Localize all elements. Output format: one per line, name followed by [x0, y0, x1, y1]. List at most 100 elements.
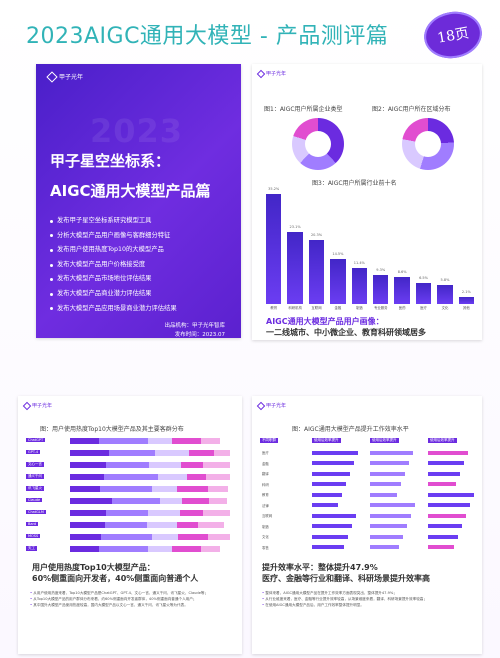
industry-bar-labels: 教育 科研机构 互联网 金融 制造 专业服务 医药 医疗 文化 其他	[266, 305, 474, 310]
efficiency-bar	[312, 492, 342, 497]
bar-segment	[148, 510, 181, 516]
cover-year-watermark: 2023	[90, 112, 184, 150]
bar-label: 其他	[462, 306, 470, 310]
efficiency-bar	[428, 492, 474, 497]
efficiency-bar	[312, 513, 356, 518]
efficiency-bar	[370, 471, 405, 476]
bar-segment	[146, 522, 178, 528]
row-label: MOSS	[26, 534, 41, 538]
row-label: 法律	[262, 503, 269, 508]
bar: 23.1%	[287, 225, 303, 304]
bar-segment	[208, 534, 231, 540]
section-title-line-1: 提升效率水平：整体提升47.9%	[262, 563, 378, 572]
panel-logo: 甲子光年	[22, 401, 53, 410]
bar-segment	[180, 510, 203, 516]
bullet-item: • 整体来看，AIGC通用大模型产品在提升工作效率方面表现突出，整体提升47.9…	[262, 590, 474, 596]
list-item: 发布大模型产品用户价格接受度	[50, 258, 177, 273]
bar-segment	[100, 534, 152, 540]
bar-segment	[70, 450, 110, 456]
stacked-bar	[70, 546, 230, 552]
efficiency-bar	[428, 513, 466, 518]
cover-heading-2: AIGC通用大模型产品篇	[50, 182, 211, 200]
stacked-bar	[70, 438, 230, 444]
bar-segment	[148, 438, 173, 444]
bar-segment	[177, 534, 209, 540]
efficiency-bar	[370, 524, 407, 528]
bullet-text: 其中国外大模型产品使用热度较高，国内大模型产品以文心一言、通义千问、讯飞星火等为…	[33, 603, 188, 607]
efficiency-bar	[428, 482, 456, 486]
efficiency-bar	[428, 545, 454, 549]
bar-label: 科研机构	[288, 306, 302, 310]
efficiency-bar	[370, 492, 397, 497]
list-item: 发布甲子星空坐标系研究模型工具	[50, 214, 177, 229]
bar-value-label: 5.8%	[440, 278, 450, 283]
list-item: 发布大模型产品应用场景商业潜力评估结果	[50, 302, 177, 317]
bar-value-label: 9.3%	[376, 268, 386, 272]
bar-value-label: 14.5%	[332, 251, 344, 256]
column-header: 使用后效率提升	[312, 438, 341, 443]
efficiency-bar	[428, 471, 460, 476]
stacked-bar	[70, 474, 230, 480]
bullet-dot-icon: •	[262, 603, 266, 607]
bullet-block: • 从用户使用热度来看，Top10大模型产品是ChatGPT、GPT-4、文心一…	[30, 590, 234, 608]
cover-logo: 甲子光年	[46, 70, 83, 83]
chart3-caption: 图3：AIGC用户所属行业前十名	[312, 180, 397, 187]
bar-value-label: 6.5%	[419, 276, 428, 281]
row-label: 金融	[262, 461, 269, 466]
bar: 35.2%	[266, 187, 282, 304]
column-header: 不同职群	[260, 438, 278, 443]
bullet-text: 从Top10大模型产品的用户群体分布来看，约60%侧重面向开发者群体，40%侧重…	[33, 597, 197, 601]
row-label: 讯飞星火	[26, 486, 44, 491]
row-label: GPT-4	[26, 450, 41, 454]
bar-segment	[154, 450, 190, 456]
bar-segment	[149, 462, 181, 468]
bullet-item: • 从用户使用热度来看，Top10大模型产品是ChatGPT、GPT-4、文心一…	[30, 590, 234, 596]
bullet-dot-icon: •	[30, 603, 34, 607]
panel-logo-text: 甲子光年	[266, 71, 287, 77]
bar-segment	[214, 450, 230, 456]
bar-segment	[151, 486, 178, 492]
bar-segment	[70, 438, 99, 444]
cover-publisher: 出品机构：甲子光年智库	[164, 323, 225, 329]
section-title-line-1: AIGC通用大模型产品用户画像：	[266, 317, 384, 326]
bar-segment	[189, 450, 215, 456]
bar: 5.8%	[437, 278, 453, 304]
bar-segment	[157, 474, 187, 480]
bar-value-label: 11.4%	[353, 261, 365, 266]
efficiency-bar	[312, 524, 352, 528]
bar-segment	[202, 510, 230, 516]
panel-logo: 甲子光年	[256, 69, 287, 78]
column-header: 使用后效率提升	[428, 438, 457, 443]
panel-logo-text: 甲子光年	[32, 403, 53, 409]
section-title: 用户使用热度Top10大模型产品： 60%侧重面向开发者，40%侧重面向普通个人	[32, 562, 198, 584]
section-title: AIGC通用大模型产品用户画像： 一二线城市、中小微企业、教育科研领域居多	[266, 316, 426, 338]
bar-segment	[98, 438, 149, 444]
efficiency-bar	[428, 524, 462, 528]
efficiency-bar	[370, 503, 415, 507]
bar-segment	[106, 510, 149, 516]
bar-segment	[172, 438, 202, 444]
bar: 14.5%	[330, 252, 346, 304]
bar-segment	[180, 462, 204, 468]
efficiency-bar	[428, 534, 458, 539]
bar-value-label: 8.6%	[397, 270, 407, 275]
panel-logo-text: 甲子光年	[266, 403, 287, 409]
row-label: 教育	[262, 493, 269, 497]
chart2-caption: 图2：AIGC用户所在区域分布	[372, 106, 451, 113]
cover-date: 发布时间：2023.07	[174, 332, 225, 338]
bar-label: 互联网	[311, 306, 322, 310]
bar-label: 医疗	[420, 306, 427, 310]
bar-segment	[186, 474, 206, 480]
stacked-bar	[70, 450, 230, 456]
top10-products-panel: 甲子光年 图：用户使用热度Top10大模型产品及其主要客群分布 用户使用热度To…	[18, 396, 242, 654]
efficiency-bar	[312, 482, 346, 486]
section-title-line-2: 60%侧重面向开发者，40%侧重面向普通个人	[32, 574, 199, 583]
cover-bullet-list: 发布甲子星空坐标系研究模型工具 分析大模型产品用户画像与客群细分特征 发布用户使…	[50, 214, 177, 316]
bar-segment	[201, 438, 221, 444]
bar-segment	[148, 546, 173, 552]
bar-segment	[172, 546, 202, 552]
efficiency-bar	[312, 450, 358, 455]
bar: 2.1%	[458, 290, 475, 304]
efficiency-bar	[312, 534, 348, 539]
efficiency-bar	[312, 471, 350, 476]
